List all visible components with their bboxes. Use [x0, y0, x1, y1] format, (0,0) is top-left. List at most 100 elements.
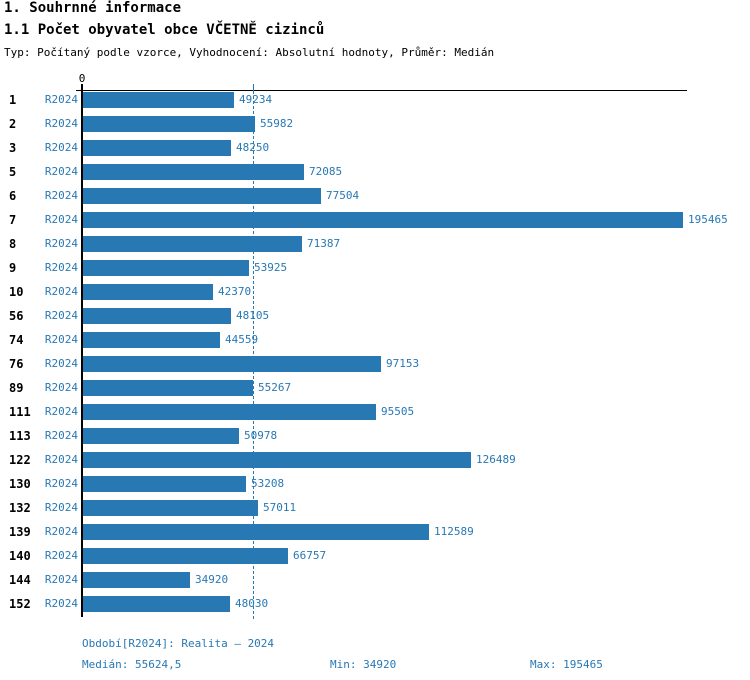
footer-min-label: Min: 34920 — [330, 658, 397, 671]
chart-row: 132 R2024 57011 — [0, 500, 750, 524]
row-value-label: 55267 — [258, 381, 292, 394]
chart-row: 144 R2024 34920 — [0, 572, 750, 596]
axis-top-line — [76, 90, 687, 91]
row-series-label: R2024 — [44, 165, 78, 178]
row-bar — [83, 476, 246, 492]
chart-row: 7 R2024 195465 — [0, 212, 750, 236]
row-id-label: 9 — [9, 261, 17, 275]
row-value-label: 195465 — [688, 213, 728, 226]
chart-row: 140 R2024 66757 — [0, 548, 750, 572]
chart-row: 9 R2024 53925 — [0, 260, 750, 284]
row-id-label: 56 — [9, 309, 24, 323]
chart-row: 139 R2024 112589 — [0, 524, 750, 548]
median-dashed-line — [253, 91, 254, 619]
row-id-label: 89 — [9, 381, 24, 395]
row-bar — [83, 572, 190, 588]
row-value-label: 57011 — [263, 501, 297, 514]
chart-row: 76 R2024 97153 — [0, 356, 750, 380]
chart-row: 5 R2024 72085 — [0, 164, 750, 188]
row-id-label: 7 — [9, 213, 17, 227]
row-series-label: R2024 — [44, 549, 78, 562]
chart-row: 89 R2024 55267 — [0, 380, 750, 404]
row-id-label: 130 — [9, 477, 31, 491]
row-series-label: R2024 — [44, 237, 78, 250]
row-id-label: 132 — [9, 501, 31, 515]
row-bar — [83, 428, 239, 444]
row-id-label: 144 — [9, 573, 31, 587]
row-value-label: 49234 — [239, 93, 273, 106]
row-id-label: 111 — [9, 405, 31, 419]
chart-row: 2 R2024 55982 — [0, 116, 750, 140]
row-series-label: R2024 — [44, 141, 78, 154]
row-bar — [83, 140, 231, 156]
row-series-label: R2024 — [44, 597, 78, 610]
row-id-label: 1 — [9, 93, 17, 107]
chart-row: 56 R2024 48105 — [0, 308, 750, 332]
row-id-label: 2 — [9, 117, 17, 131]
chart-row: 6 R2024 77504 — [0, 188, 750, 212]
row-value-label: 71387 — [307, 237, 341, 250]
row-id-label: 3 — [9, 141, 17, 155]
row-bar — [83, 236, 302, 252]
row-id-label: 152 — [9, 597, 31, 611]
row-value-label: 112589 — [434, 525, 474, 538]
row-id-label: 8 — [9, 237, 17, 251]
row-value-label: 126489 — [476, 453, 516, 466]
row-series-label: R2024 — [44, 261, 78, 274]
row-bar — [83, 308, 231, 324]
axis-zero-label: 0 — [78, 72, 86, 85]
row-id-label: 76 — [9, 357, 24, 371]
row-id-label: 140 — [9, 549, 31, 563]
chart-row: 3 R2024 48250 — [0, 140, 750, 164]
row-value-label: 53925 — [254, 261, 288, 274]
row-series-label: R2024 — [44, 93, 78, 106]
row-bar — [83, 212, 683, 228]
axis-left-line — [81, 90, 83, 617]
chart-row: 10 R2024 42370 — [0, 284, 750, 308]
row-value-label: 48030 — [235, 597, 269, 610]
chart-row: 8 R2024 71387 — [0, 236, 750, 260]
row-id-label: 113 — [9, 429, 31, 443]
row-series-label: R2024 — [44, 405, 78, 418]
row-value-label: 44559 — [225, 333, 259, 346]
footer-median-label: Medián: 55624,5 — [82, 658, 182, 671]
row-series-label: R2024 — [44, 117, 78, 130]
row-series-label: R2024 — [44, 309, 78, 322]
row-series-label: R2024 — [44, 453, 78, 466]
report-subtitle: 1.1 Počet obyvatel obce VČETNĚ cizinců — [4, 22, 325, 38]
row-series-label: R2024 — [44, 357, 78, 370]
chart-row: 74 R2024 44559 — [0, 332, 750, 356]
row-bar — [83, 260, 249, 276]
row-bar — [83, 404, 376, 420]
row-bar — [83, 548, 288, 564]
row-id-label: 122 — [9, 453, 31, 467]
row-bar — [83, 164, 304, 180]
chart-row: 111 R2024 95505 — [0, 404, 750, 428]
footer-max-label: Max: 195465 — [530, 658, 603, 671]
row-bar — [83, 596, 230, 612]
row-id-label: 5 — [9, 165, 17, 179]
chart-row: 152 R2024 48030 — [0, 596, 750, 620]
row-series-label: R2024 — [44, 189, 78, 202]
row-series-label: R2024 — [44, 573, 78, 586]
row-bar — [83, 524, 429, 540]
row-series-label: R2024 — [44, 429, 78, 442]
row-value-label: 95505 — [381, 405, 415, 418]
row-value-label: 77504 — [326, 189, 360, 202]
row-value-label: 48105 — [236, 309, 270, 322]
row-value-label: 97153 — [386, 357, 420, 370]
row-id-label: 6 — [9, 189, 17, 203]
row-id-label: 139 — [9, 525, 31, 539]
row-series-label: R2024 — [44, 525, 78, 538]
row-series-label: R2024 — [44, 285, 78, 298]
row-series-label: R2024 — [44, 381, 78, 394]
row-bar — [83, 116, 255, 132]
row-bar — [83, 92, 234, 108]
row-value-label: 55982 — [260, 117, 294, 130]
row-series-label: R2024 — [44, 333, 78, 346]
row-bar — [83, 452, 471, 468]
row-series-label: R2024 — [44, 477, 78, 490]
chart-row: 130 R2024 53208 — [0, 476, 750, 500]
row-value-label: 66757 — [293, 549, 327, 562]
